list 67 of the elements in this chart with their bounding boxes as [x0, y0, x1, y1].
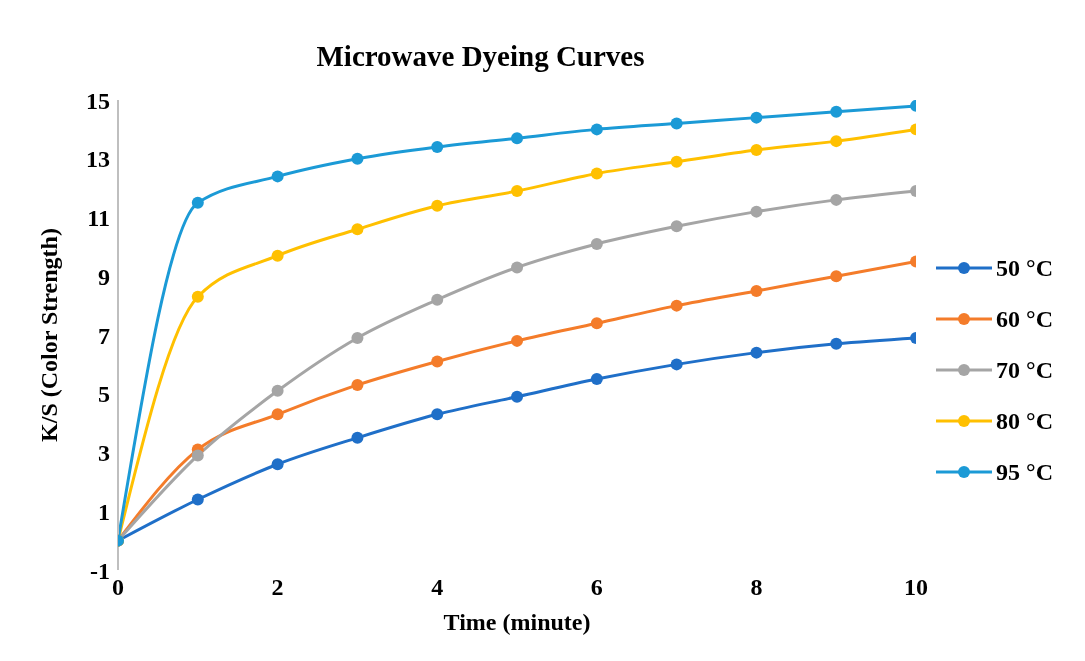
point	[590, 317, 603, 330]
point	[271, 458, 284, 471]
point	[351, 152, 364, 165]
point	[670, 299, 683, 312]
legend-label: 50 °C	[996, 254, 1053, 282]
point	[750, 143, 763, 156]
point	[351, 431, 364, 444]
chart-title: Microwave Dyeing Curves	[315, 39, 646, 74]
x-tick-label: 6	[590, 574, 603, 601]
x-tick-label: 2	[271, 574, 284, 601]
point	[670, 117, 683, 130]
point	[830, 105, 843, 118]
point	[191, 196, 204, 209]
point	[191, 493, 204, 506]
point	[750, 346, 763, 359]
point	[431, 408, 444, 421]
point	[830, 135, 843, 148]
point	[511, 132, 524, 145]
point	[191, 449, 204, 462]
x-axis-title: Time (minute)	[443, 609, 591, 635]
point	[830, 193, 843, 206]
legend-label: 60 °C	[996, 305, 1053, 333]
x-tick-label: 10	[904, 574, 929, 601]
point	[351, 331, 364, 344]
legend-label: 80 °C	[996, 407, 1053, 435]
point	[590, 373, 603, 386]
point	[431, 293, 444, 306]
point	[511, 390, 524, 403]
y-tick-label: 7	[98, 322, 110, 349]
point	[351, 223, 364, 236]
point	[590, 123, 603, 136]
y-tick-label: -1	[90, 557, 110, 584]
point	[830, 270, 843, 283]
point	[351, 378, 364, 391]
point	[191, 290, 204, 303]
y-tick-label: 5	[98, 381, 110, 408]
point	[271, 408, 284, 421]
point	[431, 199, 444, 212]
point	[670, 220, 683, 233]
point	[750, 111, 763, 124]
point	[590, 237, 603, 250]
y-tick-label: 1	[98, 498, 110, 525]
x-tick-label: 0	[112, 574, 124, 601]
point	[750, 284, 763, 297]
legend-label: 70 °C	[996, 356, 1053, 384]
y-tick-label: 11	[87, 205, 110, 232]
point	[750, 205, 763, 218]
y-axis-title: K/S (Color Strength)	[35, 228, 62, 442]
point	[511, 334, 524, 347]
point	[431, 141, 444, 153]
y-tick-label: 15	[86, 87, 110, 114]
point	[670, 155, 683, 168]
point	[271, 170, 284, 183]
legend-label: 95 °C	[996, 458, 1053, 486]
x-tick-label: 4	[431, 574, 444, 601]
point	[511, 261, 524, 274]
x-tick-label: 8	[750, 574, 763, 601]
y-tick-label: 9	[98, 263, 110, 290]
point	[670, 358, 683, 371]
point	[511, 185, 524, 198]
point	[431, 355, 444, 368]
point	[590, 167, 603, 180]
y-tick-label: 3	[98, 440, 110, 467]
point	[830, 337, 843, 350]
y-tick-label: 13	[86, 146, 110, 173]
point	[271, 249, 284, 262]
point	[271, 384, 284, 397]
